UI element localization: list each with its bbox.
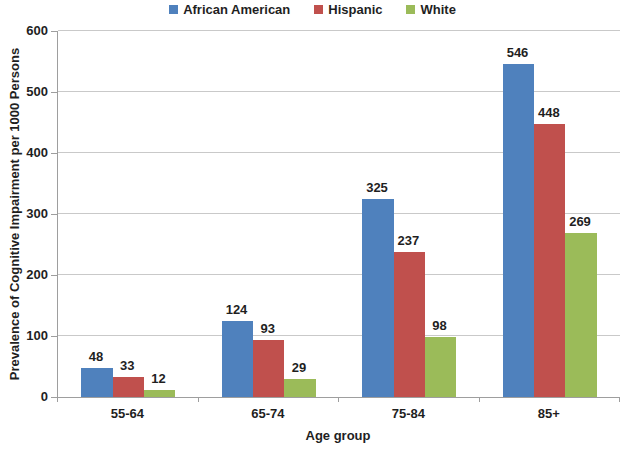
- x-category-label: 65-74: [251, 406, 284, 421]
- bar: [81, 368, 112, 397]
- y-tick-mark: [51, 31, 57, 32]
- legend-swatch-icon: [314, 5, 323, 14]
- plot-area: [57, 31, 620, 398]
- bar-chart: African AmericanHispanicWhite Prevalence…: [0, 0, 625, 449]
- data-label: 124: [226, 302, 248, 317]
- legend-swatch-icon: [169, 5, 178, 14]
- data-label: 448: [538, 105, 560, 120]
- bar: [503, 64, 534, 397]
- data-label: 12: [151, 371, 165, 386]
- y-tick-mark: [51, 153, 57, 154]
- y-tick-label: 0: [8, 389, 48, 404]
- x-category-label: 85+: [538, 406, 560, 421]
- bar: [394, 252, 425, 397]
- y-tick-label: 500: [8, 84, 48, 99]
- x-tick-mark: [479, 398, 480, 402]
- y-tick-mark: [51, 92, 57, 93]
- bar: [113, 377, 144, 397]
- x-tick-mark: [57, 398, 58, 402]
- y-tick-label: 600: [8, 23, 48, 38]
- bar: [284, 379, 315, 397]
- bar: [362, 199, 393, 397]
- legend-label: White: [420, 2, 455, 17]
- bar: [222, 321, 253, 397]
- legend-item: African American: [169, 2, 290, 17]
- bar: [534, 124, 565, 397]
- legend: African American Hispanic White: [0, 2, 625, 17]
- bar: [565, 233, 596, 397]
- x-tick-mark: [198, 398, 199, 402]
- data-label: 546: [507, 45, 529, 60]
- data-label: 48: [89, 349, 103, 364]
- data-label: 93: [261, 321, 275, 336]
- data-label: 33: [120, 358, 134, 373]
- x-category-label: 75-84: [392, 406, 425, 421]
- data-label: 325: [366, 180, 388, 195]
- y-tick-label: 200: [8, 267, 48, 282]
- data-label: 29: [292, 360, 306, 375]
- data-label: 237: [397, 233, 419, 248]
- x-axis-title: Age group: [306, 428, 371, 443]
- y-tick-mark: [51, 336, 57, 337]
- bar: [425, 337, 456, 397]
- x-category-label: 55-64: [111, 406, 144, 421]
- legend-label: Hispanic: [328, 2, 382, 17]
- legend-label: African American: [183, 2, 290, 17]
- data-label: 98: [432, 318, 446, 333]
- y-tick-mark: [51, 214, 57, 215]
- legend-item: Hispanic: [314, 2, 382, 17]
- data-label: 269: [569, 214, 591, 229]
- y-tick-label: 400: [8, 145, 48, 160]
- y-tick-label: 100: [8, 328, 48, 343]
- legend-item: White: [406, 2, 455, 17]
- y-tick-label: 300: [8, 206, 48, 221]
- bar: [144, 390, 175, 397]
- x-tick-mark: [338, 398, 339, 402]
- bar: [253, 340, 284, 397]
- gridline: [58, 91, 620, 92]
- gridline: [58, 30, 620, 31]
- legend-swatch-icon: [406, 5, 415, 14]
- x-tick-mark: [619, 398, 620, 402]
- y-tick-mark: [51, 275, 57, 276]
